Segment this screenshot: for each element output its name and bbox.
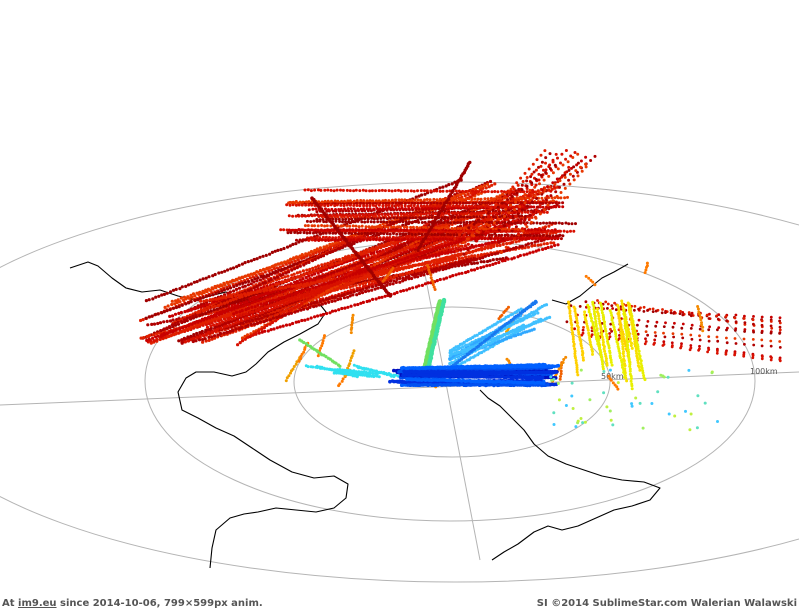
range-spoke-vertical: [417, 237, 481, 561]
radar-track-plot: 100km 50km: [0, 149, 799, 583]
footer-source: At im9.eu since 2014-10-06, 799×599px an…: [2, 596, 263, 611]
range-spoke-horizontal: [0, 371, 799, 406]
footer-bar: At im9.eu since 2014-10-06, 799×599px an…: [0, 596, 799, 611]
footer-credit: SI ©2014 SublimeStar.com Walerian Walaws…: [536, 598, 797, 609]
footer-source-link[interactable]: im9.eu: [18, 598, 57, 609]
coastline: [69, 261, 661, 569]
footer-suffix: since 2014-10-06, 799×599px anim.: [56, 598, 263, 609]
coastline-east: [479, 389, 661, 561]
range-label-outer: 100km: [750, 367, 778, 376]
flight-tracks: [139, 149, 782, 432]
coastline-northeast: [551, 263, 629, 305]
range-label-inner: 50km: [601, 372, 624, 381]
footer-prefix: At: [2, 598, 19, 609]
range-ring-inner: [293, 306, 611, 458]
